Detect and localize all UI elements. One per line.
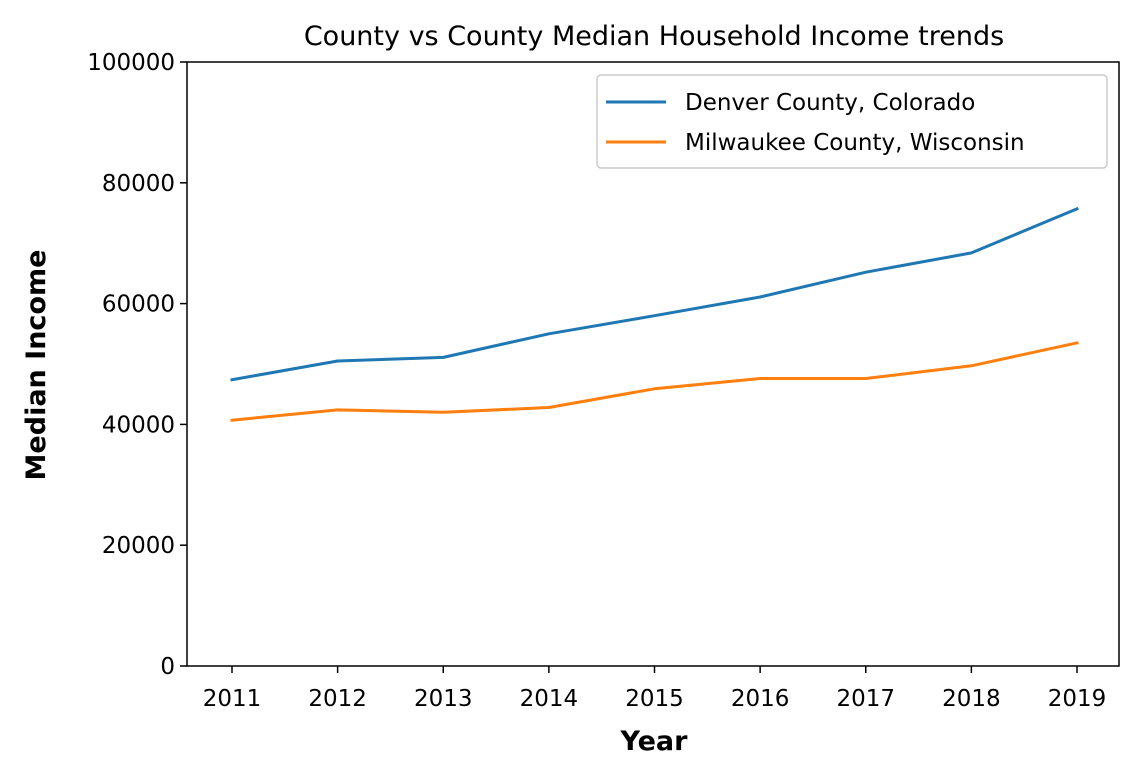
x-tick-label: 2019 xyxy=(1048,686,1107,712)
y-tick-label: 40000 xyxy=(102,412,175,438)
chart-title: County vs County Median Household Income… xyxy=(304,21,1004,52)
x-tick-label: 2017 xyxy=(836,686,895,712)
y-tick-label: 0 xyxy=(160,654,175,680)
x-axis-ticks: 2011 2012 2013 2014 2015 2016 2017 2018 2019 xyxy=(203,666,1107,712)
y-tick-label: 60000 xyxy=(102,292,175,318)
x-tick-label: 2015 xyxy=(625,686,684,712)
y-tick-label: 80000 xyxy=(102,171,175,197)
series-line-2 xyxy=(230,341,1079,422)
y-axis-ticks: 0 20000 40000 60000 80000 100000 xyxy=(87,50,187,680)
legend: Denver County, Colorado Milwaukee County,… xyxy=(596,74,1108,169)
series-line-1 xyxy=(230,206,1079,382)
legend-label-1: Denver County, Colorado xyxy=(685,90,975,116)
plot-area-frame xyxy=(186,61,1120,667)
y-axis-title: Median Income xyxy=(21,250,52,481)
y-tick-label: 100000 xyxy=(87,50,175,76)
x-tick-label: 2014 xyxy=(520,686,579,712)
x-tick-label: 2016 xyxy=(731,686,790,712)
legend-items: Denver County, Colorado Milwaukee County,… xyxy=(606,90,1025,156)
x-tick-label: 2012 xyxy=(308,686,367,712)
x-tick-label: 2018 xyxy=(942,686,1001,712)
series-lines xyxy=(230,206,1079,422)
x-tick-label: 2011 xyxy=(203,686,262,712)
y-tick-label: 20000 xyxy=(102,533,175,559)
legend-label-2: Milwaukee County, Wisconsin xyxy=(685,130,1025,156)
legend-box xyxy=(596,74,1108,169)
x-tick-label: 2013 xyxy=(414,686,473,712)
x-axis-title: Year xyxy=(620,726,689,757)
